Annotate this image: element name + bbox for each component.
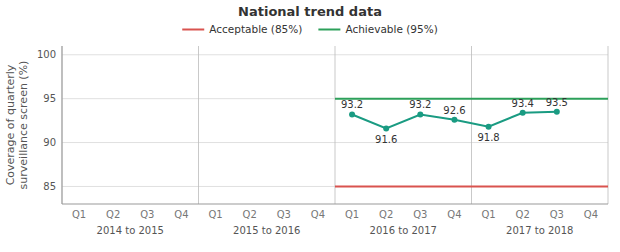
data-labels: 93.2 91.6 93.2 92.6 91.8 93.4 93.5 bbox=[341, 97, 568, 145]
x-tick-label: Q2 bbox=[106, 209, 120, 220]
data-label: 93.2 bbox=[341, 99, 363, 110]
x-tick-label: Q1 bbox=[345, 209, 359, 220]
legend-handle bbox=[182, 29, 204, 31]
year-separator bbox=[335, 46, 336, 204]
year-separator bbox=[62, 46, 63, 204]
x-tick-label: Q4 bbox=[174, 209, 188, 220]
legend: Acceptable (85%) Achievable (95%) bbox=[182, 23, 438, 35]
data-point bbox=[486, 124, 492, 130]
legend-label: Achievable (95%) bbox=[345, 23, 437, 35]
data-point bbox=[417, 111, 423, 117]
x-tick-label: Q2 bbox=[243, 209, 257, 220]
legend-label: Acceptable (85%) bbox=[209, 23, 302, 35]
plot-area bbox=[335, 99, 608, 187]
y-tick-label: 95 bbox=[43, 93, 56, 104]
x-tick-label: Q2 bbox=[516, 209, 530, 220]
legend-handle bbox=[318, 29, 340, 31]
y-tick-label: 85 bbox=[43, 181, 56, 192]
data-point bbox=[554, 109, 560, 115]
x-tick-label: Q1 bbox=[72, 209, 86, 220]
year-label: 2017 to 2018 bbox=[506, 225, 573, 236]
y-axis-label: Coverage of quarterlysurveillance screen… bbox=[4, 61, 30, 190]
data-point bbox=[451, 117, 457, 123]
y-axis-label-line: surveillance screen (%) bbox=[17, 61, 30, 190]
data-label: 93.4 bbox=[512, 98, 534, 109]
title: National trend data bbox=[238, 4, 382, 19]
year-label: 2015 to 2016 bbox=[233, 225, 300, 236]
data-label: 91.6 bbox=[375, 134, 397, 145]
x-tick-label: Q2 bbox=[379, 209, 393, 220]
year-separator bbox=[198, 46, 199, 204]
data-label: 91.8 bbox=[477, 132, 499, 143]
data-point bbox=[520, 110, 526, 116]
data-point bbox=[383, 126, 389, 132]
x-tick-label: Q1 bbox=[208, 209, 222, 220]
x-axis bbox=[62, 204, 608, 205]
x-tick-label: Q4 bbox=[311, 209, 325, 220]
x-tick-label: Q3 bbox=[550, 209, 564, 220]
x-tick-label: Q4 bbox=[447, 209, 461, 220]
reference-line bbox=[335, 185, 608, 187]
data-label: 92.6 bbox=[443, 105, 465, 116]
x-tick-label: Q1 bbox=[481, 209, 495, 220]
chart: National trend data 85 90 95 100 2014 to 2015… bbox=[0, 0, 620, 252]
x-tick-label: Q3 bbox=[277, 209, 291, 220]
year-label: 2014 to 2015 bbox=[97, 225, 164, 236]
data-label: 93.5 bbox=[546, 97, 568, 108]
data-label: 93.2 bbox=[409, 99, 431, 110]
y-axis-label-line: Coverage of quarterly bbox=[4, 64, 17, 185]
x-tick-label: Q4 bbox=[584, 209, 598, 220]
y-tick-label: 90 bbox=[43, 137, 56, 148]
x-tick-label: Q3 bbox=[413, 209, 427, 220]
grid-line bbox=[62, 186, 608, 187]
data-point bbox=[349, 111, 355, 117]
y-axis bbox=[62, 46, 63, 204]
x-tick-label: Q3 bbox=[140, 209, 154, 220]
y-tick-label: 100 bbox=[37, 49, 56, 60]
year-label: 2016 to 2017 bbox=[370, 225, 437, 236]
year-separator bbox=[471, 46, 472, 204]
year-separator bbox=[608, 46, 609, 204]
